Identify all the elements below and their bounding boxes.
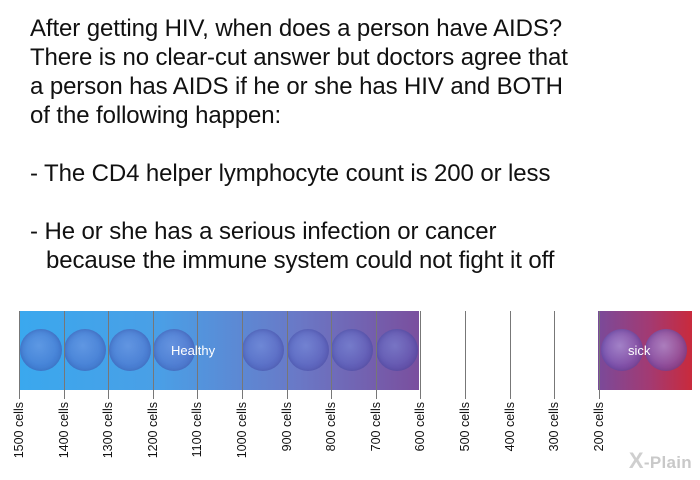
sick-cell-icon xyxy=(645,329,687,371)
paragraph-line: After getting HIV, when does a person ha… xyxy=(30,15,562,42)
bullet-infection-continued: because the immune system could not figh… xyxy=(46,247,555,274)
cell-icon xyxy=(153,329,195,371)
tick-label: 1200 cells xyxy=(145,402,160,459)
scale-tick xyxy=(63,311,65,399)
scale-tick xyxy=(152,311,154,399)
scale-tick xyxy=(286,311,288,399)
tick-label: 1500 cells xyxy=(12,402,26,459)
cell-icon xyxy=(20,329,62,371)
tick-label: 200 cells xyxy=(591,402,606,452)
main-text: After getting HIV, when does a person ha… xyxy=(30,14,690,275)
scale-tick xyxy=(242,311,243,399)
cell-icon xyxy=(109,329,151,371)
bullet-infection: - He or she has a serious infection or c… xyxy=(30,218,497,245)
scale-tick xyxy=(465,311,466,399)
sick-label: sick xyxy=(628,343,651,358)
scale-tick xyxy=(598,311,600,399)
tick-label: 300 cells xyxy=(547,402,562,452)
tick-label: 1400 cells xyxy=(56,402,71,459)
cell-icon xyxy=(242,329,284,371)
scale-tick xyxy=(554,311,556,399)
tick-label: 1300 cells xyxy=(101,402,116,459)
tick-label: 700 cells xyxy=(368,402,383,452)
scale-tick xyxy=(509,311,511,399)
scale-tick xyxy=(197,311,199,399)
cell-icon xyxy=(64,329,106,371)
tick-label: 600 cells xyxy=(413,402,428,452)
paragraph-line: a person has AIDS if he or she has HIV a… xyxy=(30,73,563,100)
scale-tick xyxy=(108,311,110,399)
scale-tick xyxy=(331,311,333,399)
scale-tick xyxy=(375,311,377,399)
cell-icon xyxy=(376,329,418,371)
paragraph-line: There is no clear-cut answer but doctors… xyxy=(30,44,568,71)
tick-label: 500 cells xyxy=(458,402,472,452)
healthy-label: Healthy xyxy=(171,343,216,358)
bullet-cd4: - The CD4 helper lymphocyte count is 200… xyxy=(30,160,551,187)
scale-tick xyxy=(19,311,20,399)
tick-label: 900 cells xyxy=(279,402,294,452)
paragraph-line: of the following happen: xyxy=(30,102,282,129)
xplain-logo: X-Plain xyxy=(628,448,692,473)
cell-icon xyxy=(287,329,329,371)
scale-tick xyxy=(420,311,422,399)
tick-label: 1100 cells xyxy=(190,402,205,458)
tick-label: 400 cells xyxy=(502,402,517,452)
cell-icon xyxy=(331,329,373,371)
tick-label: 800 cells xyxy=(324,402,339,452)
tick-label: 1000 cells xyxy=(235,402,249,459)
sick-cell-icon xyxy=(601,329,643,371)
